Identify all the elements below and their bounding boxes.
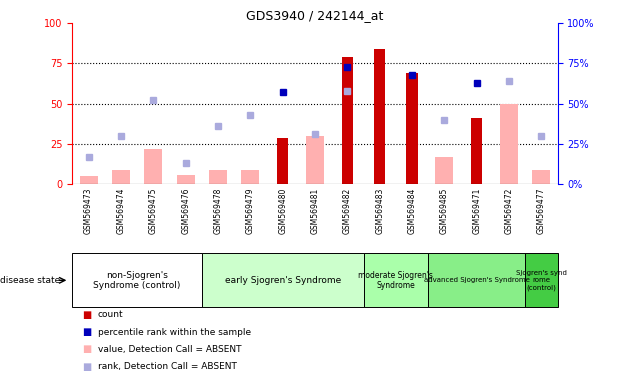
Bar <box>209 170 227 184</box>
Bar <box>341 57 353 184</box>
Bar <box>277 137 289 184</box>
Text: GSM569480: GSM569480 <box>278 188 287 234</box>
Text: GSM569483: GSM569483 <box>375 188 384 234</box>
Text: advanced Sjogren's Syndrome: advanced Sjogren's Syndrome <box>424 277 530 283</box>
Text: GSM569471: GSM569471 <box>472 188 481 234</box>
Text: non-Sjogren's
Syndrome (control): non-Sjogren's Syndrome (control) <box>93 271 181 290</box>
Bar <box>72 253 202 307</box>
Text: GSM569484: GSM569484 <box>408 188 416 234</box>
Text: GSM569479: GSM569479 <box>246 188 255 234</box>
Bar <box>144 149 162 184</box>
Text: ■: ■ <box>82 344 91 354</box>
Text: ■: ■ <box>82 310 91 320</box>
Bar <box>374 49 386 184</box>
Text: moderate Sjogren's
Syndrome: moderate Sjogren's Syndrome <box>358 271 433 290</box>
Bar <box>471 118 483 184</box>
Text: ■: ■ <box>82 362 91 372</box>
Bar <box>112 170 130 184</box>
Text: early Sjogren's Syndrome: early Sjogren's Syndrome <box>224 276 341 285</box>
Text: GSM569477: GSM569477 <box>537 188 546 234</box>
Text: GSM569481: GSM569481 <box>311 188 319 234</box>
Bar <box>406 73 418 184</box>
Bar <box>500 104 518 184</box>
Bar <box>177 175 195 184</box>
Bar <box>525 253 558 307</box>
Text: value, Detection Call = ABSENT: value, Detection Call = ABSENT <box>98 345 241 354</box>
Text: count: count <box>98 310 123 319</box>
Bar <box>428 253 525 307</box>
Text: GSM569476: GSM569476 <box>181 188 190 234</box>
Text: GSM569485: GSM569485 <box>440 188 449 234</box>
Text: GSM569472: GSM569472 <box>505 188 513 234</box>
Bar <box>202 253 364 307</box>
Text: rank, Detection Call = ABSENT: rank, Detection Call = ABSENT <box>98 362 236 371</box>
Title: GDS3940 / 242144_at: GDS3940 / 242144_at <box>246 9 384 22</box>
Text: Sjogren's synd
rome
(control): Sjogren's synd rome (control) <box>516 270 567 291</box>
Text: GSM569478: GSM569478 <box>214 188 222 234</box>
Text: GSM569473: GSM569473 <box>84 188 93 234</box>
Bar <box>80 176 98 184</box>
Bar <box>435 157 453 184</box>
Text: ■: ■ <box>82 327 91 337</box>
Bar <box>241 170 259 184</box>
Text: disease state: disease state <box>0 276 60 285</box>
Text: GSM569474: GSM569474 <box>117 188 125 234</box>
Bar <box>364 253 428 307</box>
Text: GSM569482: GSM569482 <box>343 188 352 234</box>
Bar <box>532 170 550 184</box>
Bar <box>306 136 324 184</box>
Text: GSM569475: GSM569475 <box>149 188 158 234</box>
Text: percentile rank within the sample: percentile rank within the sample <box>98 328 251 337</box>
